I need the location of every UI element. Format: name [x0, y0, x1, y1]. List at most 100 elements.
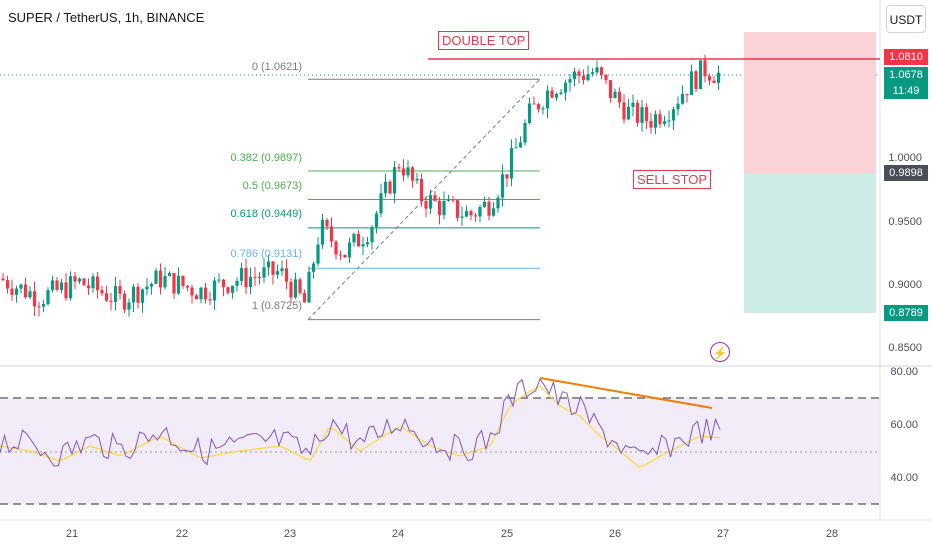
candle-body: [536, 103, 541, 110]
candle-body: [217, 279, 221, 281]
candle-body: [541, 108, 545, 110]
candle-body: [136, 286, 140, 303]
candle-body: [113, 286, 118, 302]
candle-body: [608, 80, 613, 99]
candle-body: [689, 71, 694, 96]
candle-body: [649, 121, 653, 128]
candle-body: [154, 270, 158, 284]
candle-body: [595, 67, 599, 73]
candle-body: [622, 102, 626, 120]
time-label-21: 21: [65, 528, 79, 540]
candle-body: [316, 244, 320, 264]
symbol-title[interactable]: SUPER / TetherUS, 1h, BINANCE: [8, 10, 205, 25]
double-top-label[interactable]: DOUBLE TOP: [438, 31, 530, 50]
top-price-tag: 1.0810: [884, 49, 928, 65]
candle-body: [370, 227, 374, 243]
candle-body: [23, 284, 28, 298]
candle-body: [698, 60, 703, 90]
candle-body: [275, 271, 280, 275]
candle-body: [280, 268, 284, 272]
countdown-tag: 11:49: [884, 83, 928, 99]
target-zone: [744, 173, 876, 313]
candle-body: [293, 279, 298, 298]
candle-body: [307, 271, 311, 303]
candle-body: [244, 267, 248, 288]
candle-body: [419, 179, 424, 201]
currency-button[interactable]: USDT: [886, 5, 926, 33]
rsi-tick-40: 40.00: [890, 472, 918, 484]
candle-body: [140, 289, 145, 303]
candle-body: [626, 106, 631, 120]
candle-body: [590, 72, 595, 75]
candle-body: [388, 181, 392, 194]
candle-body: [181, 275, 185, 286]
candle-body: [185, 285, 190, 288]
candle-body: [59, 282, 64, 290]
candle-body: [100, 290, 104, 294]
candle-body: [572, 71, 577, 80]
candle-body: [482, 201, 487, 207]
fib-label-0786: 0.786 (0.9131): [230, 248, 302, 260]
candle-body: [172, 273, 176, 294]
candle-body: [694, 71, 698, 90]
candle-body: [554, 93, 559, 98]
candle-body: [383, 181, 388, 194]
candle-body: [190, 287, 194, 296]
candle-body: [28, 291, 32, 298]
candle-body: [451, 199, 455, 201]
candle-body: [478, 206, 482, 217]
candle-body: [487, 201, 491, 216]
candle-body: [662, 121, 667, 124]
candle-body: [208, 299, 212, 301]
candle-body: [82, 278, 86, 286]
lightning-alert-icon[interactable]: ⚡: [710, 342, 730, 362]
candle-body: [676, 103, 680, 110]
candle-body: [167, 273, 172, 276]
candle-body: [158, 270, 163, 288]
candle-body: [545, 90, 550, 109]
candle-body: [433, 195, 437, 201]
candle-body: [77, 278, 82, 282]
candle-body: [37, 306, 41, 308]
fib-label-05: 0.5 (0.9673): [242, 180, 302, 192]
candle-body: [469, 211, 473, 216]
candle-body: [5, 280, 10, 289]
candle-body: [118, 286, 122, 294]
fib-label-0618: 0.618 (0.9449): [230, 208, 302, 220]
candle-body: [415, 179, 419, 181]
candle-body: [334, 241, 338, 255]
candle-body: [221, 279, 226, 288]
candle-body: [559, 92, 563, 94]
fib-label-0: 0 (1.0621): [251, 61, 302, 73]
candle-body: [500, 174, 505, 198]
candle-body: [658, 114, 662, 124]
candle-body: [352, 233, 356, 243]
candle-body: [599, 67, 604, 75]
target-price-tag: 0.8789: [884, 305, 928, 321]
time-label-24: 24: [391, 528, 405, 540]
time-label-26: 26: [608, 528, 622, 540]
candle-body: [568, 79, 572, 83]
candle-body: [509, 147, 514, 179]
candle-body: [617, 91, 622, 103]
candle-body: [329, 226, 334, 242]
candle-body: [361, 244, 365, 247]
candle-body: [320, 219, 325, 245]
candle-body: [635, 102, 640, 123]
candle-body: [356, 233, 361, 247]
candle-body: [613, 91, 617, 99]
candle-body: [248, 276, 253, 288]
last-price-tag: 1.0678: [884, 67, 928, 83]
candle-body: [581, 75, 586, 81]
candle-body: [64, 282, 68, 299]
candle-body: [640, 107, 644, 123]
candle-body: [523, 122, 527, 143]
candle-body: [262, 267, 266, 278]
candle-body: [41, 304, 46, 307]
candle-body: [671, 109, 676, 121]
candle-body: [302, 292, 307, 303]
time-label-28: 28: [825, 528, 839, 540]
sell-stop-label[interactable]: SELL STOP: [633, 170, 712, 189]
candle-body: [199, 287, 203, 300]
